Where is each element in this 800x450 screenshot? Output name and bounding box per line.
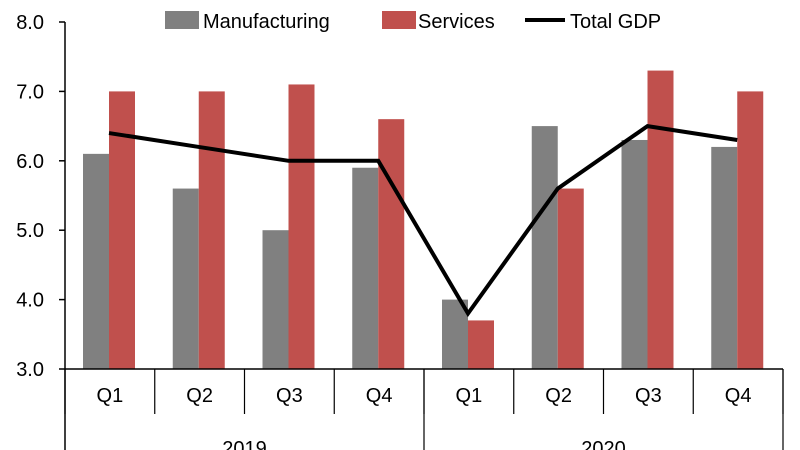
y-tick-label: 4.0 bbox=[16, 290, 44, 312]
line-total-gdp bbox=[108, 124, 738, 318]
legend-label: Services bbox=[418, 11, 495, 33]
x-tick-label: Q2 bbox=[186, 385, 213, 407]
x-tick-label: Q4 bbox=[366, 385, 393, 407]
x-tick-label: Q2 bbox=[545, 385, 572, 407]
bar-manufacturing bbox=[83, 153, 109, 369]
bar-manufacturing bbox=[262, 230, 289, 369]
bar-manufacturing bbox=[442, 299, 468, 369]
x-tick-label: Q1 bbox=[97, 385, 124, 407]
y-tick-label: 3.0 bbox=[16, 359, 44, 381]
legend-swatch bbox=[165, 11, 199, 29]
x-tick-label: Q3 bbox=[276, 385, 303, 407]
x-group-label: 2019 bbox=[222, 438, 267, 450]
bar-manufacturing bbox=[621, 139, 648, 369]
bar-services bbox=[198, 91, 225, 370]
bar-manufacturing bbox=[352, 167, 379, 369]
y-tick-label: 5.0 bbox=[16, 220, 44, 242]
y-tick-label: 7.0 bbox=[16, 81, 44, 103]
x-tick-label: Q1 bbox=[456, 385, 483, 407]
bar-services bbox=[288, 84, 315, 370]
legend-swatch bbox=[382, 11, 416, 29]
y-tick-label: 6.0 bbox=[16, 151, 44, 173]
y-tick-label: 8.0 bbox=[16, 12, 44, 34]
legend-label: Manufacturing bbox=[203, 11, 330, 33]
bar-services bbox=[647, 70, 674, 369]
bar-services bbox=[737, 91, 764, 370]
x-tick-label: Q4 bbox=[725, 385, 752, 407]
bar-services bbox=[468, 320, 494, 369]
x-tick-label: Q3 bbox=[635, 385, 662, 407]
bar-services bbox=[378, 119, 405, 369]
x-group-label: 2020 bbox=[581, 438, 626, 450]
bar-services bbox=[557, 188, 584, 369]
bar-manufacturing bbox=[172, 188, 199, 369]
bar-manufacturing bbox=[711, 146, 738, 369]
bar-manufacturing bbox=[531, 126, 558, 369]
legend-label: Total GDP bbox=[570, 11, 661, 33]
